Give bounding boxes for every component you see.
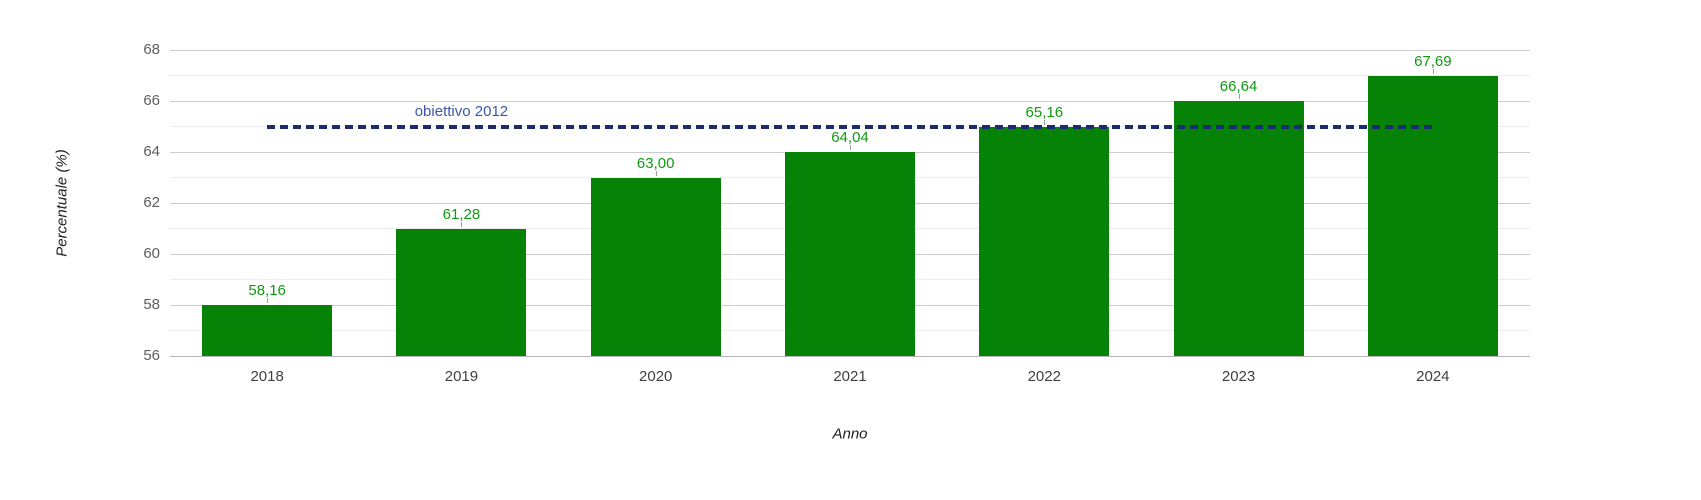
x-tick-label-2023: 2023 xyxy=(1221,368,1256,385)
bar-value-label: 63,00 xyxy=(636,154,675,172)
bar-2022[interactable] xyxy=(979,126,1110,356)
bar-value-label: 66,64 xyxy=(1219,78,1258,95)
bar-value-label: 58,16 xyxy=(248,282,286,299)
gridline-major xyxy=(170,100,1530,102)
x-tick-label-2022: 2022 xyxy=(1027,368,1061,385)
y-tick-label: 64 xyxy=(143,143,160,160)
bar-2021[interactable] xyxy=(785,152,915,356)
y-axis-title: Percentuale (%) xyxy=(53,149,71,257)
y-tick-label: 62 xyxy=(143,194,160,211)
target-line-annotation: obiettivo 2012 xyxy=(414,102,509,120)
bar-2020[interactable] xyxy=(590,177,721,356)
x-tick-label-2024: 2024 xyxy=(1416,368,1450,385)
bar-value-label: 64,04 xyxy=(831,129,869,146)
y-tick-label: 66 xyxy=(143,92,160,109)
x-tick-label-2018: 2018 xyxy=(250,368,284,385)
bar-2023[interactable] xyxy=(1173,101,1304,356)
bar-value-label: 61,28 xyxy=(442,205,481,223)
bar-2024[interactable] xyxy=(1367,75,1498,356)
gridline-major xyxy=(170,49,1530,51)
x-tick-label-2021: 2021 xyxy=(833,368,867,385)
bar-label-stem xyxy=(1044,119,1046,125)
bar-label-stem xyxy=(267,298,269,303)
bar-label-stem xyxy=(1432,68,1434,74)
gridline-minor xyxy=(170,75,1530,76)
bar-value-label: 67,69 xyxy=(1414,52,1452,70)
y-tick-label: 58 xyxy=(143,296,160,313)
bar-label-stem xyxy=(850,145,851,150)
y-tick-label: 56 xyxy=(143,347,160,364)
target-dashed-line xyxy=(267,124,1433,129)
x-axis-title: Anno xyxy=(832,425,868,443)
y-tick-label: 60 xyxy=(143,245,160,262)
gridline-major xyxy=(170,355,1530,357)
bar-label-stem xyxy=(655,170,657,176)
y-tick-label: 68 xyxy=(143,41,160,58)
bar-2019[interactable] xyxy=(396,228,527,356)
bar-value-label: 65,16 xyxy=(1025,103,1064,121)
x-tick-label-2019: 2019 xyxy=(444,368,479,385)
bar-label-stem xyxy=(1238,94,1240,99)
bar-label-stem xyxy=(461,221,463,227)
bar-2018[interactable] xyxy=(202,305,333,356)
x-tick-label-2020: 2020 xyxy=(639,368,673,385)
